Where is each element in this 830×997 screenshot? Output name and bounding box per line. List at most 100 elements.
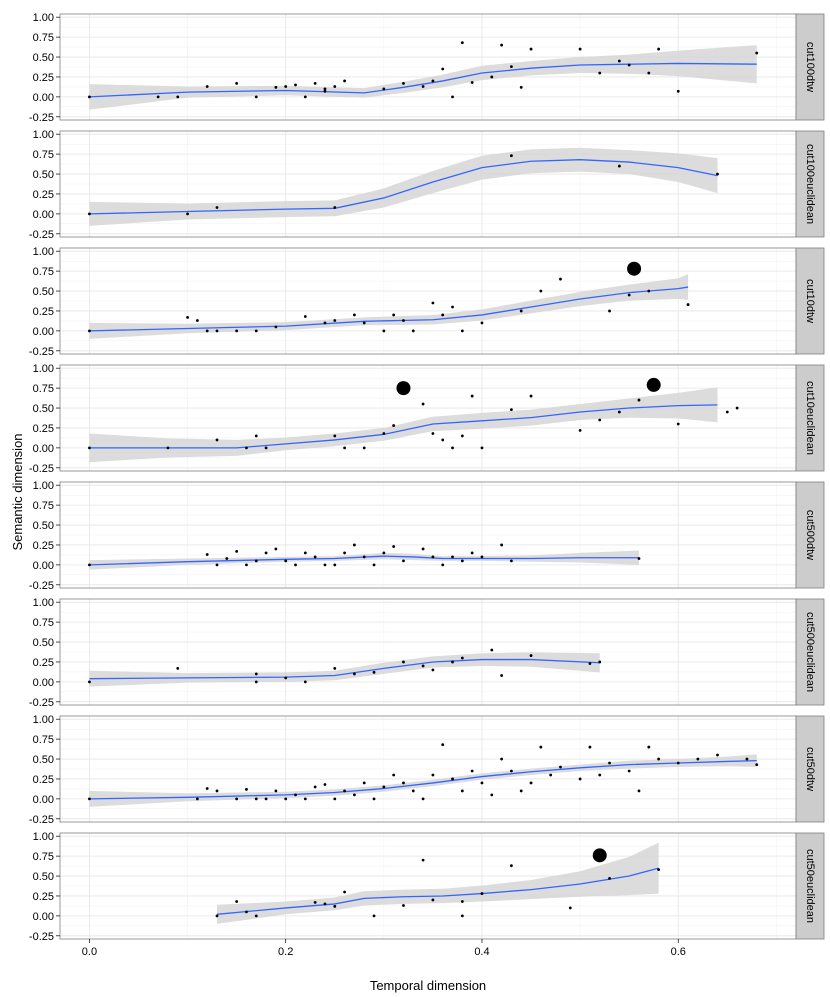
data-point	[166, 446, 170, 450]
data-point	[254, 680, 258, 684]
data-point	[529, 47, 533, 51]
y-tick-label: 0.25	[33, 891, 54, 903]
confidence-band	[89, 147, 718, 226]
data-point	[451, 305, 454, 309]
strip-background	[795, 130, 825, 238]
panel-cut10euclidean: -0.25 0.00 0.25 0.50 0.75 1.00 cut10euclidean	[29, 363, 825, 475]
data-point	[402, 81, 405, 85]
smooth-line	[89, 555, 639, 566]
data-point	[441, 313, 445, 317]
data-point	[598, 71, 602, 75]
data-point	[510, 154, 513, 158]
data-point	[510, 408, 513, 412]
data-point	[382, 785, 386, 789]
data-point	[460, 656, 464, 660]
panel-cut500euclidean: -0.25 0.00 0.25 0.50 0.75 1.00 cut500euclidean	[29, 597, 825, 709]
x-tick-label: 0.0	[82, 946, 97, 958]
data-point	[382, 87, 386, 91]
data-point	[529, 654, 533, 657]
data-point	[549, 773, 553, 777]
data-point	[372, 563, 376, 567]
data-point	[382, 551, 386, 555]
data-point	[333, 797, 337, 801]
data-point	[441, 438, 445, 442]
strip-background	[795, 481, 825, 589]
data-point	[460, 329, 464, 333]
y-tick-label: 0.00	[33, 560, 54, 572]
y-tick-label: 0.00	[33, 911, 54, 923]
data-point	[254, 672, 258, 676]
strip-label-cut500euclidean: cut500euclidean	[804, 612, 816, 692]
data-point	[205, 787, 209, 790]
data-point	[578, 777, 582, 781]
y-tick-label: 0.25	[33, 774, 54, 786]
data-point	[500, 757, 503, 761]
data-point	[353, 672, 356, 676]
data-point	[637, 398, 641, 402]
data-point	[362, 446, 366, 450]
data-point	[539, 289, 543, 293]
smooth-line	[216, 867, 659, 915]
y-tick-label: 0.00	[33, 326, 54, 338]
data-point	[470, 81, 474, 84]
confidence-band	[89, 387, 718, 463]
data-point	[392, 424, 396, 427]
data-point	[402, 781, 405, 785]
data-point	[431, 898, 435, 902]
y-tick-label: -0.25	[29, 697, 54, 709]
data-point	[470, 769, 474, 773]
data-point	[333, 206, 337, 209]
y-tick-label: -0.25	[29, 463, 54, 475]
strip-background	[795, 364, 825, 472]
data-point	[343, 79, 346, 83]
y-tick-label: -0.25	[29, 814, 54, 826]
x-tick-label: 0.4	[474, 946, 489, 958]
data-point	[323, 321, 327, 325]
y-tick-label: 0.00	[33, 92, 54, 104]
y-tick-label: 0.50	[33, 169, 54, 181]
data-point	[598, 418, 602, 422]
data-point	[274, 789, 278, 793]
data-point	[470, 394, 474, 398]
strip-background	[795, 13, 825, 121]
data-point	[647, 745, 651, 749]
data-point	[490, 793, 494, 797]
data-point	[431, 668, 435, 672]
data-point	[510, 559, 513, 563]
confidence-band	[89, 550, 639, 570]
data-point	[225, 557, 229, 560]
y-tick-label: 0.25	[33, 189, 54, 201]
data-point	[235, 549, 239, 553]
y-tick-label: 0.00	[33, 209, 54, 221]
data-point	[480, 892, 484, 895]
data-point	[608, 309, 611, 313]
data-point	[755, 763, 759, 767]
data-point	[362, 321, 366, 325]
data-point	[313, 555, 317, 559]
data-point	[500, 543, 503, 547]
data-point	[195, 797, 199, 801]
data-point	[627, 769, 631, 773]
data-point	[313, 900, 317, 904]
smooth-line	[89, 286, 689, 332]
x-axis-title: Temporal dimension	[370, 978, 486, 993]
data-point	[490, 648, 494, 652]
strip-label-cut10dtw: cut10dtw	[804, 279, 816, 323]
data-point	[617, 164, 621, 168]
data-point	[264, 446, 268, 450]
data-point	[235, 329, 239, 333]
strip-background	[795, 832, 825, 940]
smooth-line	[89, 159, 718, 215]
y-tick-label: 0.75	[33, 149, 54, 161]
y-tick-label: 1.00	[33, 246, 54, 258]
data-point	[411, 789, 415, 793]
data-point	[343, 446, 346, 450]
data-point	[627, 293, 631, 297]
data-point	[88, 680, 91, 684]
data-point	[333, 85, 337, 88]
y-tick-label: 0.50	[33, 286, 54, 298]
data-point	[657, 757, 661, 761]
data-point	[284, 85, 288, 88]
panel-cut50euclidean: -0.25 0.00 0.25 0.50 0.75 1.00 cut50euclidean	[29, 831, 825, 943]
data-point	[313, 81, 317, 85]
